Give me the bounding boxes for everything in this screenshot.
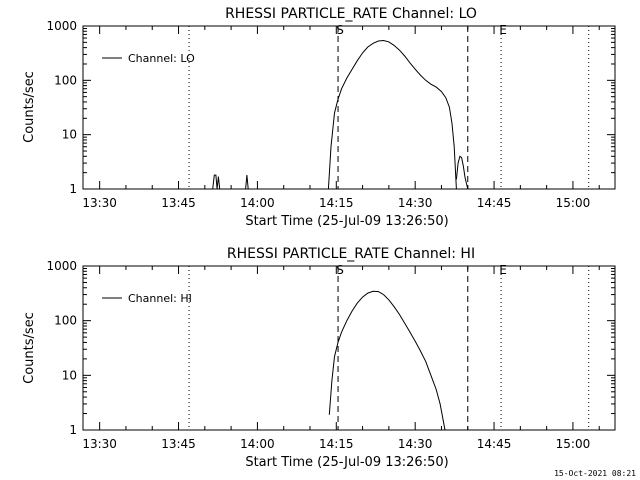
legend-lo: Channel: LO <box>102 52 195 65</box>
x-tick-label: 14:30 <box>398 437 433 451</box>
y-tick-label: 10 <box>62 368 77 382</box>
plot-frame-lo <box>82 25 616 190</box>
legend-entry-lo: Channel: LO <box>128 52 195 65</box>
x-tick-label: 14:30 <box>398 196 433 210</box>
y-tick-label: 1000 <box>46 19 77 33</box>
x-tick-label: 14:45 <box>477 196 512 210</box>
y-tick-label: 100 <box>54 73 77 87</box>
legend-entry-hi: Channel: HI <box>128 292 192 305</box>
chart-title-lo: RHESSI PARTICLE_RATE Channel: LO <box>225 6 477 22</box>
x-tick-label: 13:45 <box>161 437 196 451</box>
x-ticks-lo: 13:30 13:45 14:00 14:15 14:30 14:45 15:00 <box>82 26 600 210</box>
series-line <box>328 290 446 431</box>
y-tick-label: 10 <box>62 128 77 142</box>
x-tick-label: 14:15 <box>319 437 354 451</box>
x-tick-label: 13:30 <box>82 437 117 451</box>
plot-frame-hi <box>82 265 616 431</box>
y-tick-label: 1000 <box>46 259 77 273</box>
panel-lo: RHESSI PARTICLE_RATE Channel: LO Counts/… <box>22 6 616 229</box>
y-ticks-lo: 1 10 100 1000 <box>46 19 615 196</box>
legend-hi: Channel: HI <box>102 292 192 305</box>
y-tick-label: 1 <box>69 423 77 437</box>
timestamp: 15-Oct-2021 08:21 <box>554 469 636 478</box>
x-tick-label: 14:00 <box>240 196 275 210</box>
x-axis-label-hi: Start Time (25-Jul-09 13:26:50) <box>245 455 448 470</box>
series-line <box>245 175 249 190</box>
series-line <box>327 39 457 190</box>
x-axis-label-lo: Start Time (25-Jul-09 13:26:50) <box>245 214 448 229</box>
x-tick-label: 14:00 <box>240 437 275 451</box>
y-tick-label: 1 <box>69 182 77 196</box>
panel-hi: RHESSI PARTICLE_RATE Channel: HI Counts/… <box>22 246 616 470</box>
y-axis-label-hi: Counts/sec <box>22 312 37 384</box>
x-ticks-hi: 13:30 13:45 14:00 14:15 14:30 14:45 15:00 <box>82 266 600 451</box>
x-tick-label: 13:30 <box>82 196 117 210</box>
marker-label: S <box>336 23 344 37</box>
marker-label: E <box>499 23 507 37</box>
x-tick-label: 15:00 <box>556 196 591 210</box>
series-lo <box>212 39 469 190</box>
y-axis-label-lo: Counts/sec <box>22 71 37 143</box>
series-hi <box>328 290 446 431</box>
y-ticks-hi: 1 10 100 1000 <box>46 259 615 437</box>
chart-title-hi: RHESSI PARTICLE_RATE Channel: HI <box>227 246 475 262</box>
series-line <box>212 174 221 190</box>
x-tick-label: 13:45 <box>161 196 196 210</box>
series-line <box>455 155 469 190</box>
marker-label: S <box>336 263 344 277</box>
y-tick-label: 100 <box>54 314 77 328</box>
x-tick-label: 14:45 <box>477 437 512 451</box>
marker-label: E <box>499 263 507 277</box>
x-tick-label: 14:15 <box>319 196 354 210</box>
x-tick-label: 15:00 <box>556 437 591 451</box>
